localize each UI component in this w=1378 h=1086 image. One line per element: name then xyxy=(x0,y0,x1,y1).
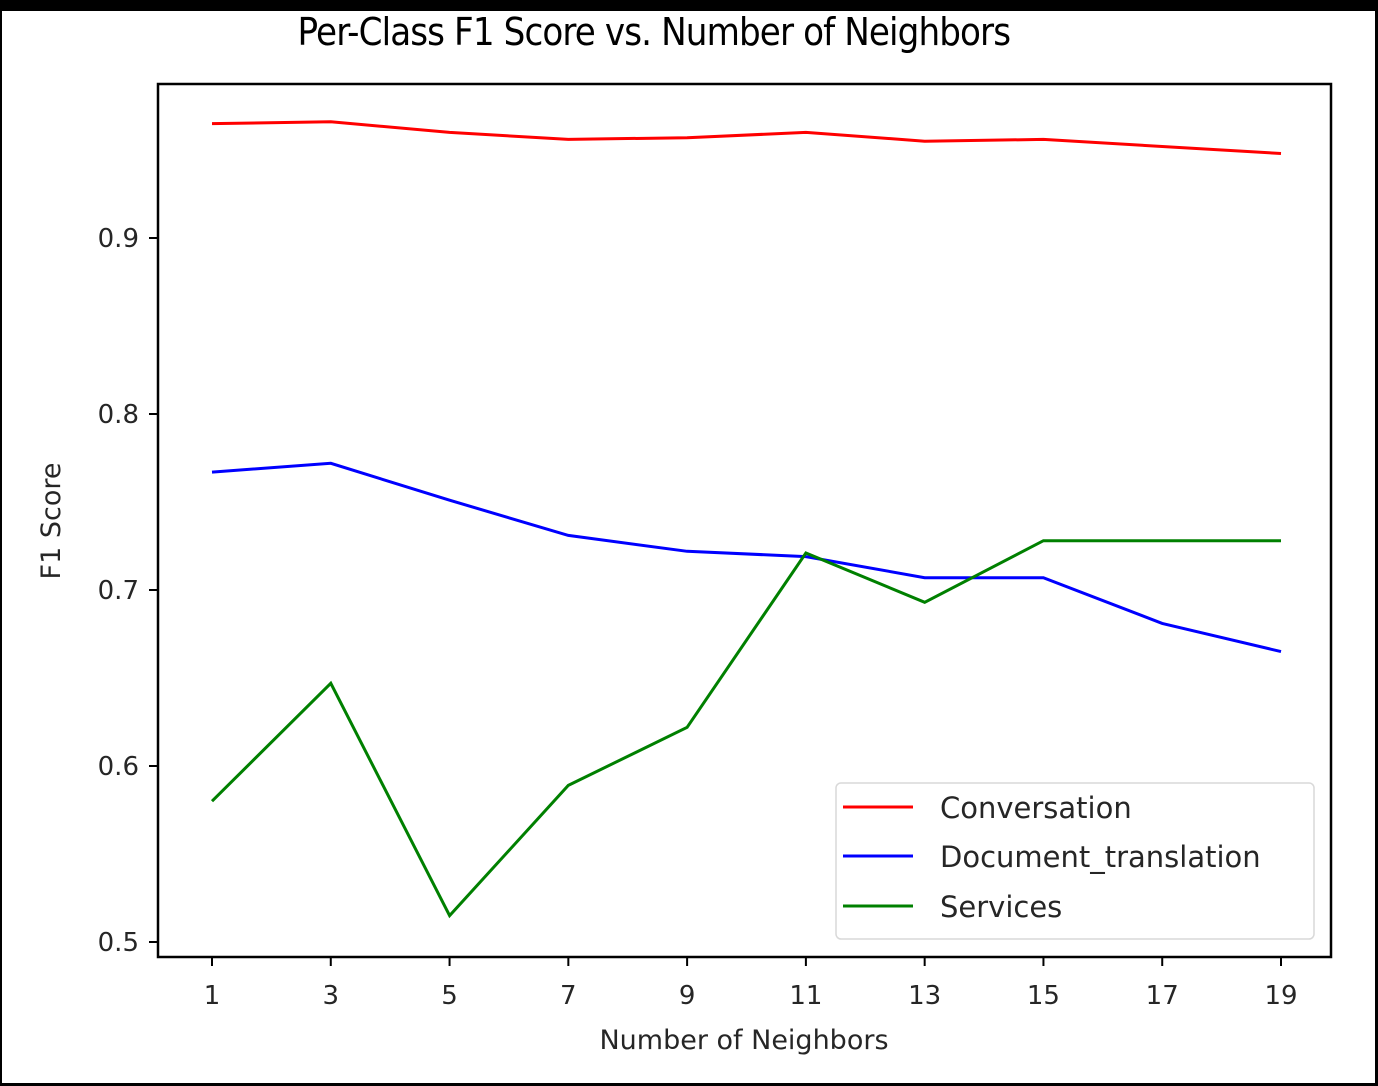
y-tick-label: 0.8 xyxy=(98,400,139,430)
legend-box xyxy=(835,782,1315,940)
y-tick-label: 0.7 xyxy=(98,576,139,606)
series-line-services xyxy=(210,539,1281,919)
x-tick-label: 19 xyxy=(1264,981,1297,1011)
x-axis-label: Number of Neighbors xyxy=(599,1025,888,1056)
series-line-conversation xyxy=(211,120,1282,155)
y-axis-label: F1 Score xyxy=(36,463,67,580)
series-layer xyxy=(210,120,1282,919)
y-tick-label: 0.6 xyxy=(98,752,139,782)
legend-label-conversation: Conversation xyxy=(940,791,1132,825)
legend-label-services: Services xyxy=(940,890,1062,924)
x-tick-label: 9 xyxy=(679,981,696,1011)
y-tick-label: 0.5 xyxy=(98,928,139,958)
x-tick-label: 5 xyxy=(441,981,458,1011)
x-tick-label: 7 xyxy=(560,981,577,1011)
y-axis: 0.5 0.6 0.7 0.8 0.9 xyxy=(98,224,158,958)
x-tick-label: 1 xyxy=(204,981,221,1011)
chart-title: Per-Class F1 Score vs. Number of Neighbo… xyxy=(297,10,1011,54)
axes-frame xyxy=(156,82,1333,959)
x-tick-label: 15 xyxy=(1027,981,1060,1011)
series-line-document-translation xyxy=(211,461,1282,654)
x-axis: 1 3 5 7 9 11 13 15 17 19 xyxy=(204,957,1298,1011)
x-tick-label: 11 xyxy=(789,981,822,1011)
y-tick-label: 0.9 xyxy=(98,224,139,254)
legend-label-document-translation: Document_translation xyxy=(940,840,1261,874)
x-tick-label: 3 xyxy=(323,981,340,1011)
x-tick-label: 17 xyxy=(1146,981,1179,1011)
legend: Conversation Document_translation Servic… xyxy=(835,782,1315,940)
x-tick-label: 13 xyxy=(908,981,941,1011)
